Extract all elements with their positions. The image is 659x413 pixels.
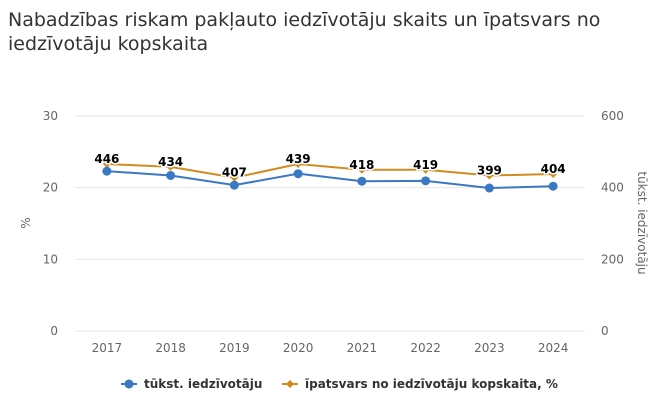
data-label: 439	[286, 152, 311, 166]
data-point	[294, 160, 303, 169]
x-tick: 2017	[92, 341, 123, 355]
y-right-tick: 0	[601, 324, 609, 338]
x-tick: 2021	[347, 341, 378, 355]
series-line	[106, 170, 554, 190]
data-point	[230, 173, 239, 182]
data-label: 434	[158, 155, 183, 169]
y-right-tick: 400	[601, 181, 624, 195]
data-point	[357, 165, 366, 174]
data-label: 399	[477, 163, 502, 177]
legend-label: tūkst. iedzīvotāju	[144, 377, 262, 391]
y-right-tick: 600	[601, 109, 624, 123]
y-right-tick: 200	[601, 252, 624, 266]
data-point	[102, 166, 112, 176]
x-tick: 2020	[283, 341, 314, 355]
data-point	[548, 181, 558, 191]
data-point	[102, 160, 111, 169]
y-left-tick: 10	[43, 252, 58, 266]
x-tick: 2018	[155, 341, 186, 355]
data-point	[293, 169, 303, 179]
x-tick: 2022	[410, 341, 441, 355]
data-label: 418	[349, 158, 374, 172]
legend-marker	[286, 380, 294, 388]
data-point	[357, 176, 367, 186]
y-left-tick: 0	[50, 324, 58, 338]
data-point	[485, 171, 494, 180]
series-line	[106, 163, 554, 179]
data-label: 404	[541, 162, 566, 176]
x-tick: 2024	[538, 341, 569, 355]
y-right-label: tūkst. iedzīvotāju	[635, 171, 649, 274]
x-tick: 2023	[474, 341, 505, 355]
data-label: 446	[94, 152, 119, 166]
data-point	[166, 162, 175, 171]
y-left-label: %	[19, 217, 33, 228]
y-left-tick: 20	[43, 181, 58, 195]
data-point	[229, 180, 239, 190]
y-left-tick: 30	[43, 109, 58, 123]
data-point	[166, 170, 176, 180]
data-point	[549, 170, 558, 179]
data-point	[421, 176, 431, 186]
x-tick: 2019	[219, 341, 250, 355]
data-label: 419	[413, 158, 438, 172]
chart-title: Nabadzības riskam pakļauto iedzīvotāju s…	[8, 9, 601, 55]
data-label: 407	[222, 166, 247, 180]
data-point	[484, 183, 494, 193]
legend-label: īpatsvars no iedzīvotāju kopskaita, %	[305, 377, 558, 391]
legend-marker	[124, 379, 134, 389]
data-point	[421, 165, 430, 174]
